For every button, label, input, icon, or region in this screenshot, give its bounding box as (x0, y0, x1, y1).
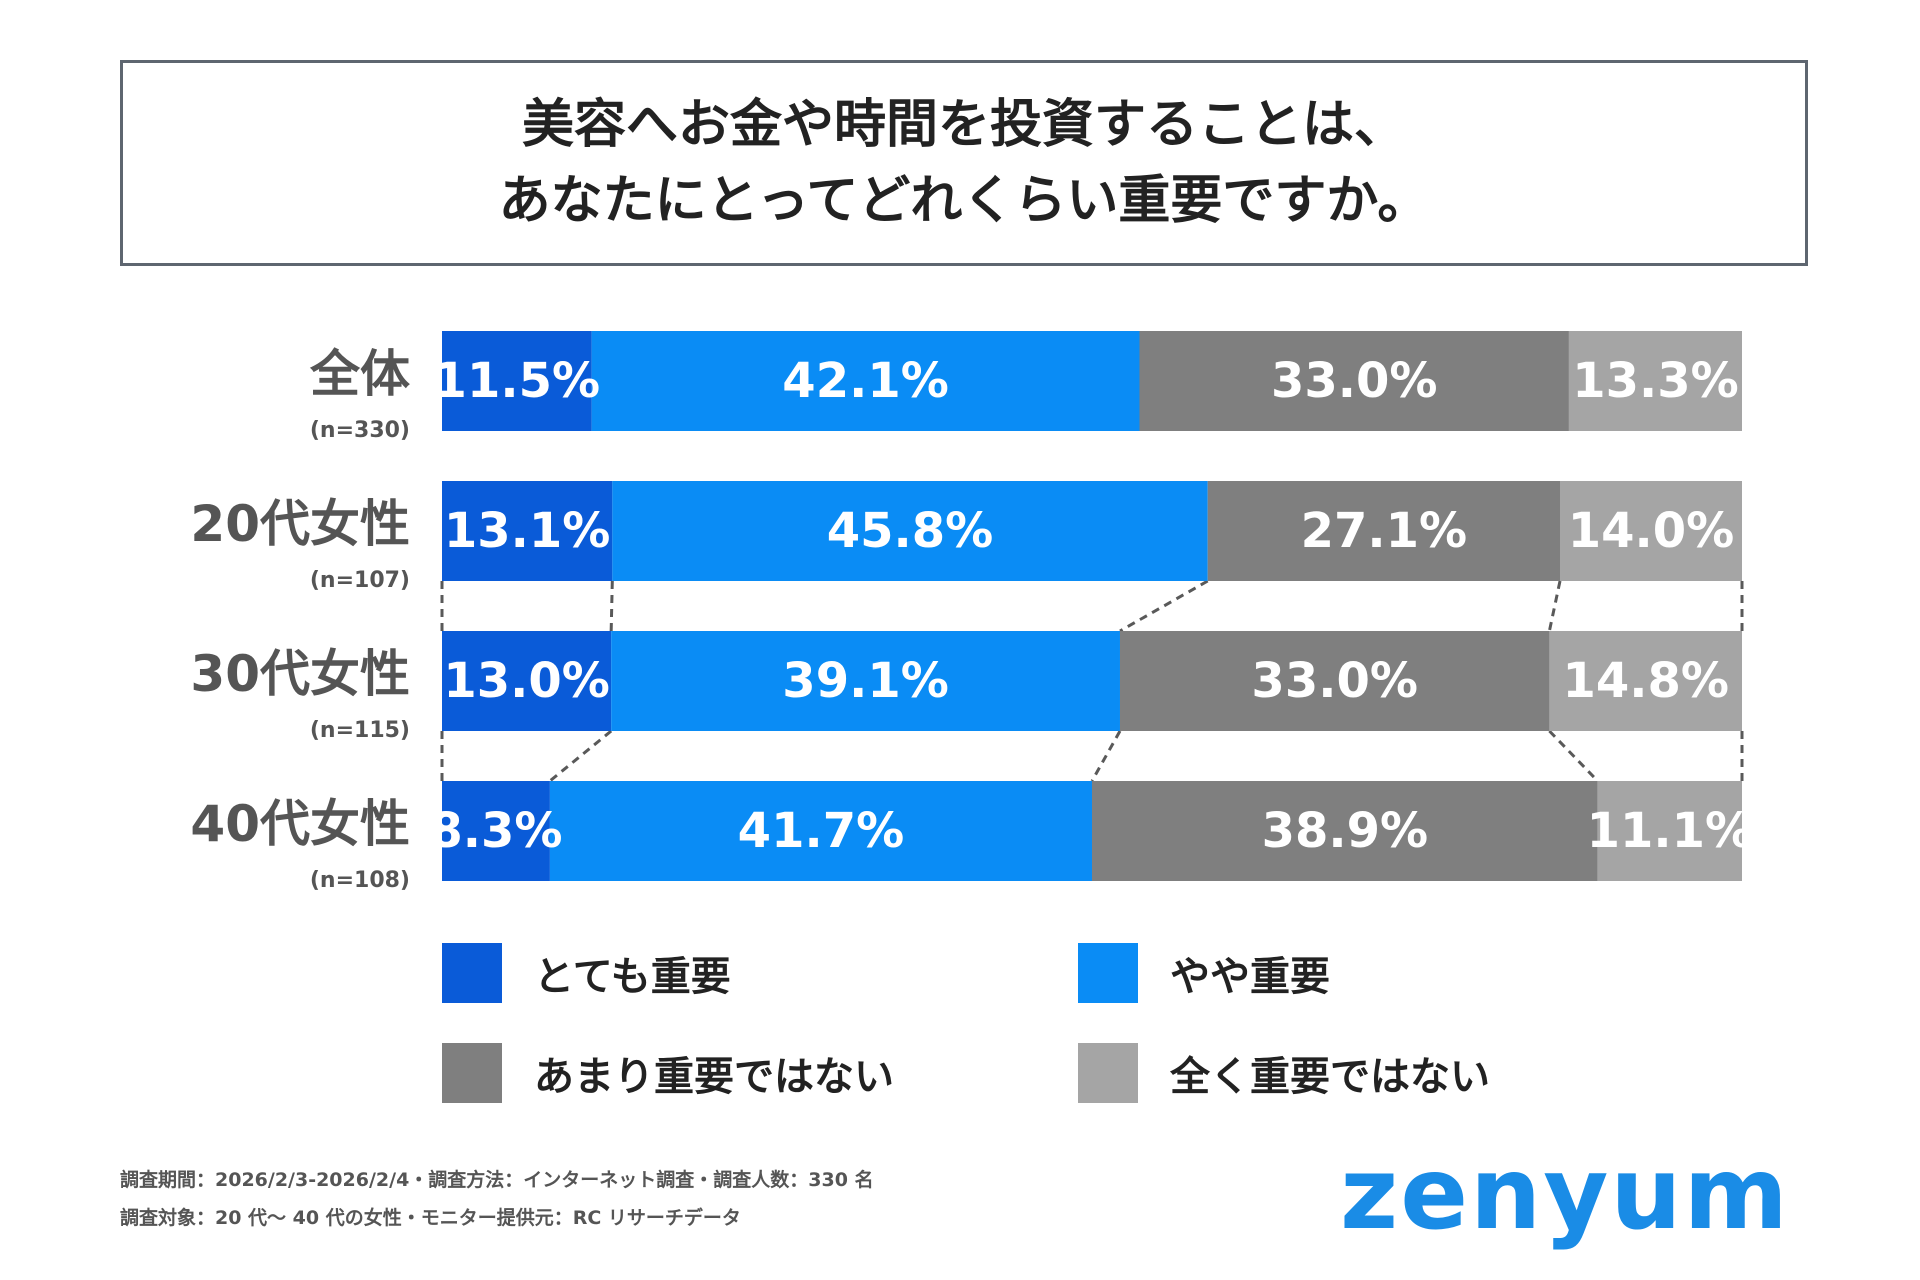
data-label: 13.1% (444, 503, 611, 559)
legend-swatch (442, 1043, 502, 1103)
legend-label: あまり重要ではない (534, 1054, 894, 1100)
data-label: 41.7% (738, 803, 905, 859)
title-line-1: 美容へお金や時間を投資することは、 (521, 95, 1406, 155)
data-label: 33.0% (1251, 653, 1418, 709)
category-n-label: (n=115) (310, 718, 410, 743)
data-label: 14.0% (1568, 503, 1735, 559)
legend-label: とても重要 (534, 954, 731, 1000)
bar-segment (442, 781, 550, 881)
legend-item-somewhat-important: やや重要 (1078, 943, 1330, 1003)
bar-segment (1139, 331, 1569, 431)
data-label: 13.3% (1572, 353, 1739, 409)
bar-segment (1207, 481, 1560, 581)
data-label: 39.1% (782, 653, 949, 709)
connector-line (1548, 729, 1599, 783)
bar-segment (591, 331, 1140, 431)
bar-segment (612, 481, 1208, 581)
legend-item-very-important: とても重要 (442, 943, 731, 1003)
bar-segment (1568, 331, 1742, 431)
category-label: 40代女性 (190, 795, 410, 853)
data-label: 8.3% (429, 803, 562, 859)
legend-swatch (1078, 1043, 1138, 1103)
bar-segment (549, 781, 1092, 881)
title-box: 美容へお金や時間を投資することは、 あなたにとってどれくらい重要ですか。 (120, 60, 1808, 266)
bar-segment (442, 631, 612, 731)
data-label: 13.0% (443, 653, 610, 709)
category-n-label: (n=330) (310, 418, 410, 443)
zenyum-logo: zenyum (1340, 1135, 1790, 1252)
connector-line (548, 729, 613, 783)
category-label: 20代女性 (190, 495, 410, 553)
bar-segment (442, 481, 613, 581)
legend-label: やや重要 (1170, 954, 1330, 1000)
legend-swatch (442, 943, 502, 1003)
category-label: 30代女性 (190, 645, 410, 703)
legend-item-not-important-at-all: 全く重要ではない (1078, 1043, 1490, 1103)
data-label: 14.8% (1562, 653, 1729, 709)
category-label: 全体 (309, 345, 410, 403)
footnote-survey-info: 調査期間：2026/2/3-2026/2/4・調査方法：インターネット調査・調査… (120, 1169, 874, 1191)
connector-line (1090, 730, 1122, 782)
bar-segment (442, 331, 592, 431)
bar-segment (1597, 781, 1742, 881)
bar-segment (1119, 631, 1550, 731)
data-label: 42.1% (782, 353, 949, 409)
connector-line (1547, 580, 1562, 632)
category-n-label: (n=107) (310, 568, 410, 593)
data-label: 45.8% (827, 503, 994, 559)
connector-line (609, 580, 614, 632)
connector-line (1119, 579, 1209, 633)
bar-segment (1560, 481, 1742, 581)
legend-label: 全く重要ではない (1170, 1054, 1490, 1100)
legend-item-not-very-important: あまり重要ではない (442, 1043, 894, 1103)
title-line-2: あなたにとってどれくらい重要ですか。 (498, 171, 1430, 231)
legend-swatch (1078, 943, 1138, 1003)
category-n-label: (n=108) (310, 868, 410, 893)
bar-segment (611, 631, 1120, 731)
data-label: 11.5% (434, 353, 601, 409)
data-label: 33.0% (1271, 353, 1438, 409)
data-label: 11.1% (1587, 803, 1754, 859)
bar-segment (1549, 631, 1742, 731)
data-label: 27.1% (1301, 503, 1468, 559)
data-label: 38.9% (1262, 803, 1429, 859)
bar-segment (1092, 781, 1598, 881)
footnote-survey-target: 調査対象：20 代〜 40 代の女性・モニター提供元：RC リサーチデータ (120, 1207, 741, 1229)
